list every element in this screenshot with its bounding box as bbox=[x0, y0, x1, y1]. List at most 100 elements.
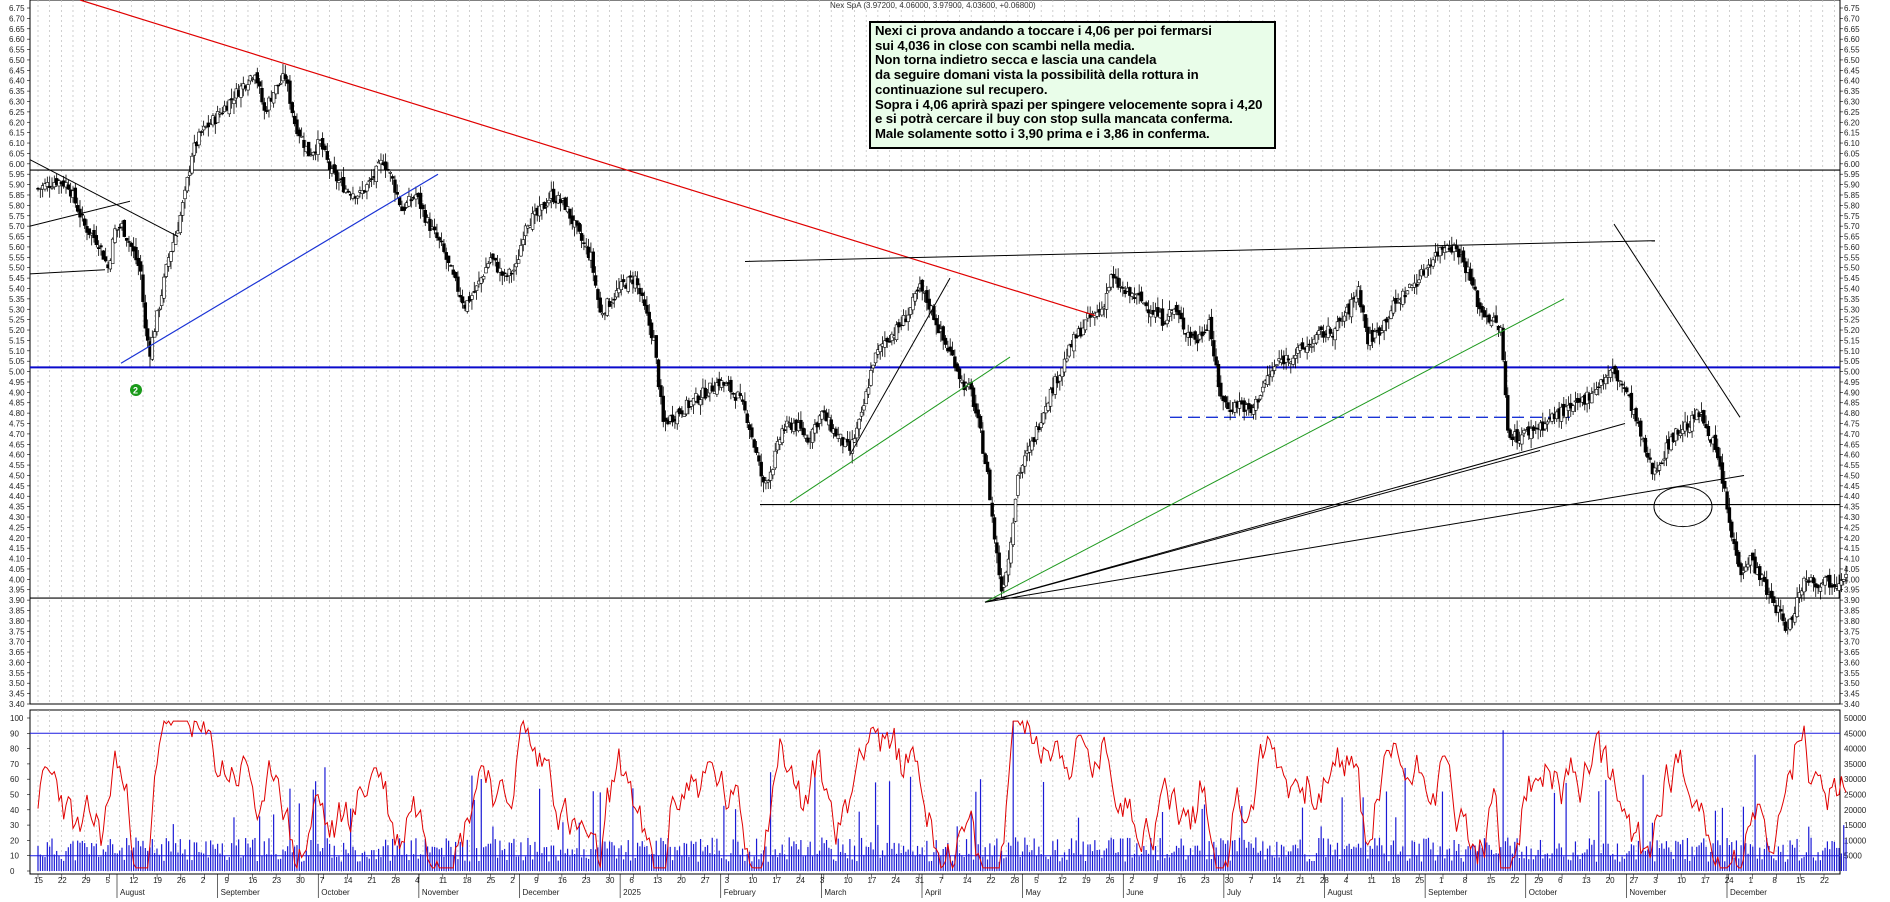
x-day-label: 7 bbox=[320, 876, 325, 885]
candle-body bbox=[1727, 507, 1732, 523]
price-tick-label-right: 5.00 bbox=[1844, 368, 1860, 377]
candle-body bbox=[1487, 314, 1491, 323]
candle-body bbox=[593, 275, 598, 286]
x-day-label: 10 bbox=[748, 876, 757, 885]
candle-body bbox=[1132, 297, 1137, 299]
candle-body bbox=[850, 439, 854, 454]
price-tick-label-left: 3.55 bbox=[9, 669, 25, 678]
candle-body bbox=[1181, 317, 1186, 330]
candle-body bbox=[862, 405, 866, 411]
x-day-label: 30 bbox=[296, 876, 305, 885]
price-tick-label-left: 5.50 bbox=[9, 264, 25, 273]
candle-body bbox=[757, 455, 761, 462]
price-tick-label-left: 4.85 bbox=[9, 399, 25, 408]
x-day-label: 20 bbox=[677, 876, 686, 885]
x-day-label: 3 bbox=[820, 876, 825, 885]
candle-body bbox=[94, 235, 99, 245]
candle-body bbox=[799, 419, 803, 429]
candle-body bbox=[568, 208, 572, 219]
price-tick-label-left: 4.35 bbox=[9, 503, 25, 512]
x-day-label: 8 bbox=[1463, 876, 1468, 885]
candle-body bbox=[948, 346, 952, 352]
x-day-label: 28 bbox=[1010, 876, 1019, 885]
price-tick-label-left: 5.90 bbox=[9, 181, 25, 190]
candle-body bbox=[829, 419, 833, 432]
candle-body bbox=[1128, 287, 1132, 296]
candle-body bbox=[197, 131, 201, 146]
price-tick-label-right: 3.40 bbox=[1844, 700, 1860, 709]
candle-body bbox=[190, 155, 194, 174]
price-tick-label-left: 5.35 bbox=[9, 295, 25, 304]
candle-body bbox=[724, 383, 728, 387]
candle-body bbox=[390, 176, 395, 179]
x-day-label: 17 bbox=[867, 876, 876, 885]
candle-body bbox=[346, 190, 350, 193]
candle-body bbox=[246, 84, 250, 91]
candle-body bbox=[474, 285, 479, 291]
volume-tick-label: 50000 bbox=[1844, 714, 1867, 723]
candle-body bbox=[647, 311, 651, 326]
price-tick-label-left: 5.25 bbox=[9, 316, 25, 325]
candle-body bbox=[1620, 383, 1624, 386]
candle-body bbox=[1060, 367, 1064, 377]
candle-body bbox=[971, 387, 976, 407]
price-tick-label-left: 4.80 bbox=[9, 409, 25, 418]
x-day-label: 15 bbox=[1796, 876, 1805, 885]
candle-body bbox=[801, 427, 805, 436]
volume-tick-label: 35000 bbox=[1844, 760, 1867, 769]
price-tick-label-right: 5.65 bbox=[1844, 233, 1860, 242]
candle-body bbox=[1657, 464, 1662, 471]
candle-body bbox=[402, 206, 406, 211]
candle-body bbox=[1783, 621, 1788, 631]
candle-body bbox=[1604, 377, 1608, 385]
candle-body bbox=[766, 480, 770, 483]
candle-body bbox=[1461, 250, 1466, 263]
price-tick-label-left: 5.80 bbox=[9, 201, 25, 210]
price-tick-label-right: 6.05 bbox=[1844, 149, 1860, 158]
candle-body bbox=[824, 412, 829, 422]
candle-body bbox=[1083, 319, 1088, 331]
candle-body bbox=[1608, 370, 1613, 378]
x-day-label: 7 bbox=[939, 876, 944, 885]
candle-body bbox=[1018, 472, 1022, 474]
candle-body bbox=[1837, 583, 1841, 591]
price-tick-label-left: 4.75 bbox=[9, 420, 25, 429]
price-tick-label-left: 3.40 bbox=[9, 700, 25, 709]
x-day-label: 25 bbox=[1415, 876, 1424, 885]
candle-body bbox=[1160, 308, 1165, 326]
candle-body bbox=[1471, 277, 1475, 286]
price-tick-label-left: 5.05 bbox=[9, 357, 25, 366]
candles-group bbox=[36, 63, 1848, 635]
candle-body bbox=[141, 274, 145, 302]
candle-body bbox=[1669, 436, 1673, 451]
x-day-label: 22 bbox=[987, 876, 996, 885]
candle-body bbox=[302, 139, 306, 148]
candle-body bbox=[871, 364, 875, 369]
candle-body bbox=[1130, 293, 1134, 297]
candle-body bbox=[271, 92, 276, 104]
price-tick-label-right: 4.15 bbox=[1844, 544, 1860, 553]
candle-body bbox=[1818, 586, 1823, 592]
note-line: e si potrà cercare il buy con stop sulla… bbox=[875, 111, 1233, 127]
chart-header: Nex SpA (3.97200, 4.06000, 3.97900, 4.03… bbox=[830, 1, 1036, 10]
price-tick-label-right: 4.70 bbox=[1844, 430, 1860, 439]
candle-body bbox=[1816, 584, 1820, 589]
candle-body bbox=[276, 84, 280, 87]
candle-body bbox=[509, 272, 514, 275]
candle-body bbox=[1058, 375, 1062, 382]
candle-body bbox=[166, 257, 171, 267]
note-line: Male solamente sotto i 3,90 prima e i 3,… bbox=[875, 125, 1210, 141]
price-tick-label-left: 3.75 bbox=[9, 627, 25, 636]
x-day-label: 1 bbox=[1439, 876, 1444, 885]
candle-body bbox=[152, 331, 157, 338]
candle-body bbox=[110, 238, 115, 264]
price-tick-label-left: 5.15 bbox=[9, 336, 25, 345]
candle-body bbox=[50, 186, 54, 189]
candle-body bbox=[1468, 268, 1473, 281]
candle-body bbox=[743, 401, 747, 411]
candle-body bbox=[1508, 429, 1512, 438]
candle-body bbox=[997, 552, 1001, 576]
x-day-label: 29 bbox=[82, 876, 91, 885]
x-month-label: November bbox=[422, 888, 459, 897]
candle-body bbox=[1702, 410, 1706, 424]
